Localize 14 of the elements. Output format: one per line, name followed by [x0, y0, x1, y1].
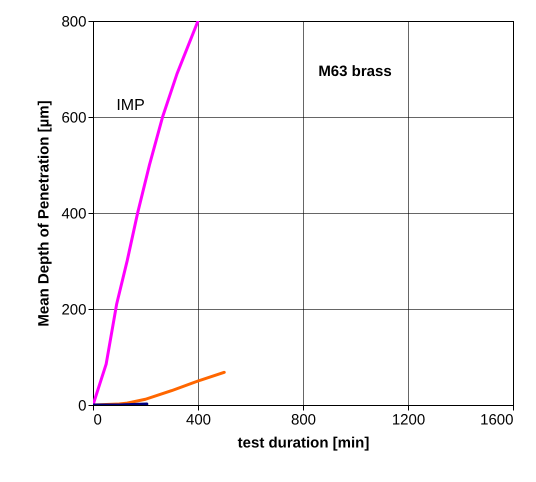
x-tick-label: 800 [290, 412, 316, 428]
x-tick-label: 1200 [392, 412, 426, 428]
x-tick-label: 1600 [480, 412, 514, 428]
x-tick-label: 400 [186, 412, 212, 428]
y-tick-label: 400 [61, 206, 86, 222]
y-tick-label: 0 [78, 398, 86, 414]
series-label: IMP [116, 97, 145, 114]
annotation: M63 brass [318, 63, 392, 80]
y-axis-title: Mean Depth of Penetration [µm] [35, 100, 52, 327]
y-tick-label: 800 [61, 14, 86, 30]
y-tick-label: 600 [61, 110, 86, 126]
x-axis-title: test duration [min] [238, 434, 370, 452]
y-tick-label: 200 [61, 302, 86, 318]
x-tick-label: 0 [94, 412, 102, 428]
